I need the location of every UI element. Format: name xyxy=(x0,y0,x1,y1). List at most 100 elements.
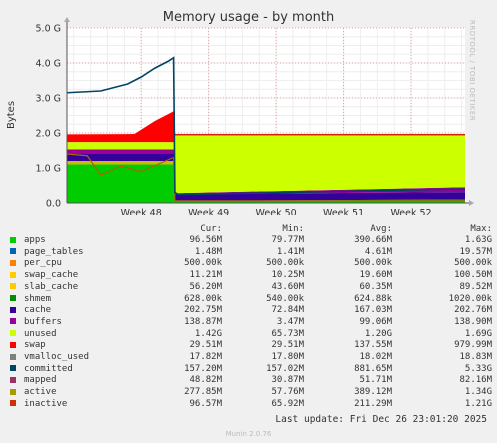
area-before-cache xyxy=(67,154,175,161)
legend-avg-value: 389.12M xyxy=(354,387,392,398)
legend-swatch xyxy=(10,294,24,306)
rrdtool-credit: RRDTOOL / TOBI OETIKER xyxy=(468,20,476,122)
legend-header-min: Min: xyxy=(282,223,304,234)
legend-color-swatch xyxy=(10,353,16,360)
legend-series-name: page_tables xyxy=(24,246,84,257)
x-tick-label: Week 48 xyxy=(121,208,162,215)
legend-cur-value: 628.00k xyxy=(184,293,222,304)
x-axis-arrow xyxy=(469,200,474,206)
last-update-text: Last update: Fri Dec 26 23:01:20 2025 xyxy=(275,414,487,425)
legend-series-name: buffers xyxy=(24,316,62,327)
legend-cur-value: 11.21M xyxy=(189,270,222,281)
y-tick-label: 4.0 G xyxy=(36,59,62,70)
munin-version: Munin 2.0.76 xyxy=(225,430,272,438)
legend-min-value: 72.84M xyxy=(271,305,304,316)
legend-avg-value: 624.88k xyxy=(354,293,392,304)
chart-title: Memory usage - by month xyxy=(162,10,335,25)
legend-cur-value: 138.87M xyxy=(184,316,222,327)
legend-min-value: 65.73M xyxy=(271,328,304,339)
legend-row-inactive: inactive 96.57M 65.92M 211.29M 1.21G xyxy=(10,399,492,411)
legend-swatch xyxy=(10,364,24,376)
legend-max-value: 100.50M xyxy=(454,270,492,281)
legend-max-value: 1.34G xyxy=(464,387,492,398)
legend-swatch xyxy=(10,235,24,247)
area-before-slab_cache xyxy=(67,161,175,165)
legend-min-value: 1.41M xyxy=(276,246,304,257)
x-tick-label: Week 50 xyxy=(256,208,297,215)
legend-max-value: 1.69G xyxy=(464,328,492,339)
legend-row-per-cpu: per_cpu 500.00k 500.00k 500.00k 500.00k xyxy=(10,258,492,270)
legend-color-swatch xyxy=(10,318,16,325)
legend-series-name: mapped xyxy=(24,375,57,386)
legend-avg-value: 18.02M xyxy=(359,352,392,363)
legend-header-avg: Avg: xyxy=(370,223,392,234)
legend-series-name: shmem xyxy=(24,293,52,304)
legend-max-value: 202.76M xyxy=(454,305,492,316)
legend-cur-value: 1.48M xyxy=(194,246,222,257)
legend-cur-value: 56.20M xyxy=(189,281,222,292)
legend-avg-value: 99.06M xyxy=(359,316,392,327)
legend-series-name: swap_cache xyxy=(24,270,79,281)
legend-color-swatch xyxy=(10,248,16,255)
legend-swatch xyxy=(10,305,24,317)
legend-max-value: 1.21G xyxy=(464,398,492,409)
legend-row-page-tables: page_tables 1.48M 1.41M 4.61M 19.57M xyxy=(10,247,492,259)
legend-series-name: active xyxy=(24,387,57,398)
legend-color-swatch xyxy=(10,400,16,407)
legend-row-committed: committed 157.20M 157.02M 881.65M 5.33G xyxy=(10,364,492,376)
legend-avg-value: 167.03M xyxy=(354,305,392,316)
legend-series-name: inactive xyxy=(24,398,68,409)
legend-row-unused: unused 1.42G 65.73M 1.20G 1.69G xyxy=(10,329,492,341)
y-tick-label: 5.0 G xyxy=(36,24,62,35)
legend-avg-value: 4.61M xyxy=(364,246,392,257)
y-tick-label: 2.0 G xyxy=(36,129,62,140)
legend-max-value: 138.90M xyxy=(454,316,492,327)
y-axis-label: Bytes xyxy=(6,101,17,129)
legend-cur-value: 29.51M xyxy=(189,340,222,351)
y-tick-label: 3.0 G xyxy=(36,94,62,105)
legend-row-cache: cache 202.75M 72.84M 167.03M 202.76M xyxy=(10,305,492,317)
legend-cur-value: 17.82M xyxy=(189,352,222,363)
legend-color-swatch xyxy=(10,388,16,395)
legend-series-name: swap xyxy=(24,340,46,351)
area-after-unused xyxy=(174,134,466,194)
legend-min-value: 500.00k xyxy=(266,258,304,269)
legend-cur-value: 202.75M xyxy=(184,305,222,316)
legend-series-name: slab_cache xyxy=(24,281,79,292)
x-tick-label: Week 52 xyxy=(390,208,431,215)
legend-min-value: 10.25M xyxy=(271,270,304,281)
legend-swatch xyxy=(10,317,24,329)
legend-row-shmem: shmem 628.00k 540.00k 624.88k 1020.00k xyxy=(10,294,492,306)
legend-color-swatch xyxy=(10,376,16,383)
area-before-swap xyxy=(67,110,175,143)
legend-table: Cur: Min: Avg: Max: apps 96.56M 79.77M 390.… xyxy=(10,222,492,411)
legend-row-swap: swap 29.51M 29.51M 137.55M 979.99M xyxy=(10,340,492,352)
legend-min-value: 57.76M xyxy=(271,387,304,398)
x-tick-label: Week 49 xyxy=(188,208,229,215)
legend-min-value: 30.87M xyxy=(271,375,304,386)
legend-swatch xyxy=(10,329,24,341)
legend-swatch xyxy=(10,270,24,282)
y-axis-arrow xyxy=(64,17,70,22)
legend-min-value: 17.80M xyxy=(271,352,304,363)
legend-max-value: 18.83M xyxy=(459,352,492,363)
legend-max-value: 500.00k xyxy=(454,258,492,269)
legend-swatch xyxy=(10,247,24,259)
legend-series-name: per_cpu xyxy=(24,258,62,269)
memory-chart: 0.0 1.0 G 2.0 G 3.0 G 4.0 G 5.0 G Week 48 Week… xyxy=(6,17,474,215)
legend-row-slab-cache: slab_cache 56.20M 43.60M 60.35M 89.52M xyxy=(10,282,492,294)
legend-min-value: 65.92M xyxy=(271,398,304,409)
legend-avg-value: 881.65M xyxy=(354,363,392,374)
legend-avg-value: 51.71M xyxy=(359,375,392,386)
legend-max-value: 82.16M xyxy=(459,375,492,386)
area-before-unused xyxy=(67,142,175,150)
legend-header-cur: Cur: xyxy=(200,223,222,234)
legend-series-name: apps xyxy=(24,235,46,245)
legend-color-swatch xyxy=(10,259,16,266)
legend-min-value: 29.51M xyxy=(271,340,304,351)
legend-max-value: 5.33G xyxy=(464,363,492,374)
legend-header-max: Max: xyxy=(470,223,492,234)
legend-avg-value: 500.00k xyxy=(354,258,392,269)
legend-series-name: committed xyxy=(24,363,73,374)
series-line-committed xyxy=(66,56,466,196)
